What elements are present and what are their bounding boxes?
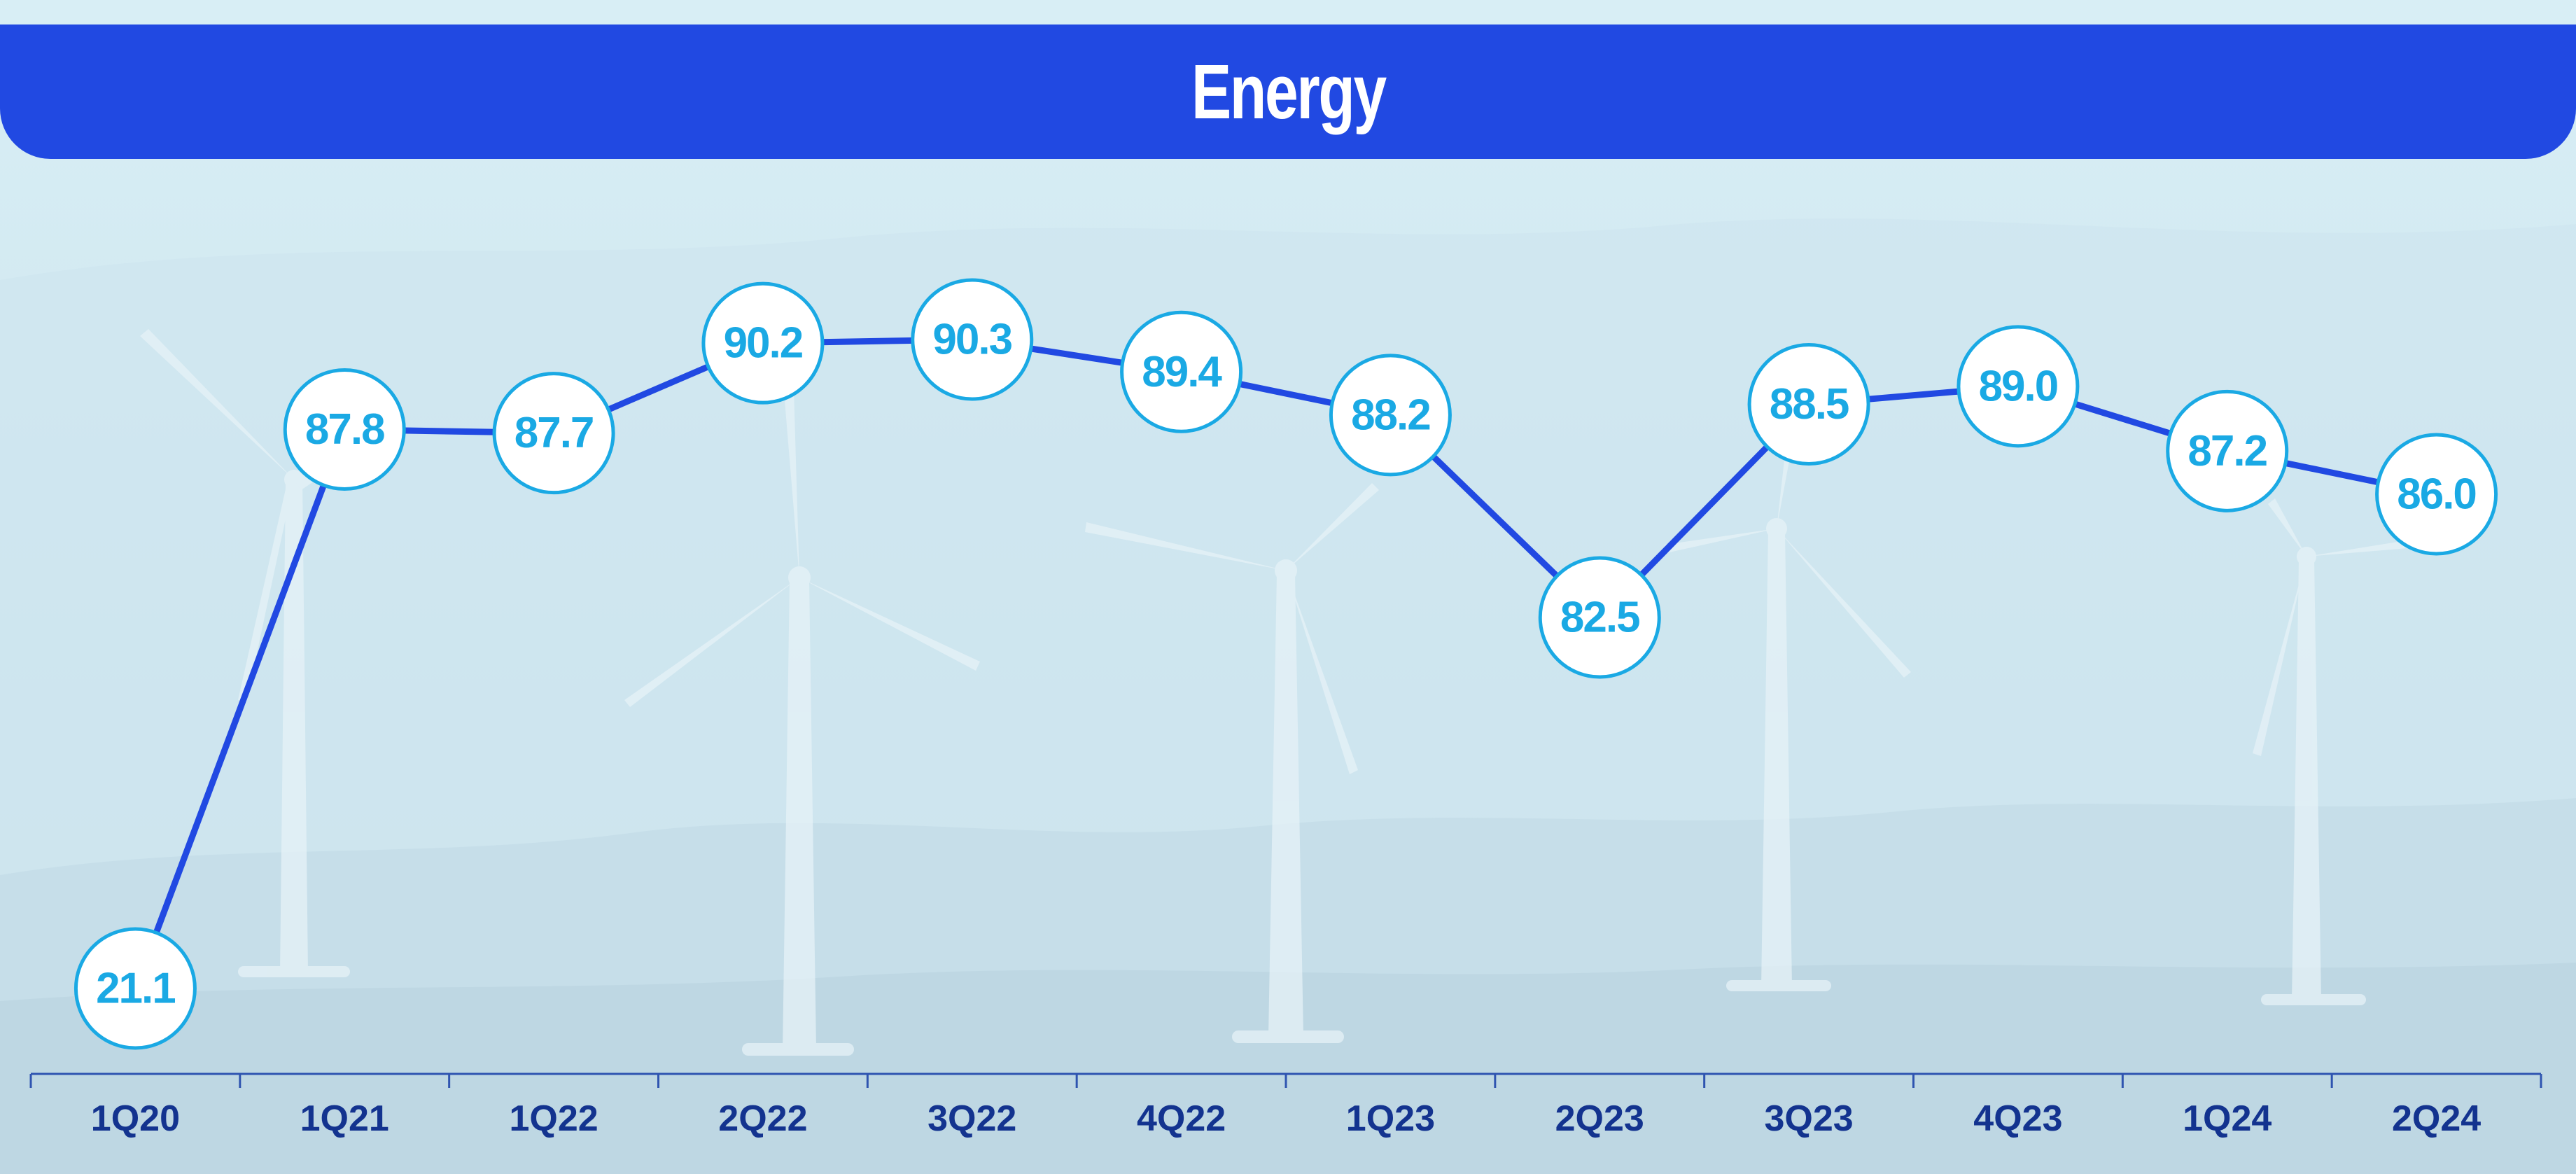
data-point-marker (2375, 433, 2498, 556)
wind-turbine-5 (2253, 498, 2416, 1005)
data-point: 88.5 (1747, 343, 1870, 466)
data-label: 89.0 (1979, 362, 2058, 410)
x-tick-label: 1Q21 (300, 1098, 389, 1139)
data-label: 87.7 (514, 409, 594, 457)
data-point: 89.0 (1956, 325, 2080, 448)
data-point: 82.5 (1538, 556, 1661, 679)
x-tick-label: 4Q23 (1973, 1098, 2062, 1139)
data-point: 87.2 (2166, 389, 2289, 512)
data-point: 87.8 (283, 368, 406, 491)
data-point: 21.1 (74, 927, 197, 1050)
data-point-marker (283, 368, 406, 491)
data-label: 90.2 (724, 319, 803, 368)
x-tick-label: 1Q23 (1346, 1098, 1435, 1139)
data-label: 88.5 (1770, 380, 1849, 428)
x-tick-label: 2Q24 (2392, 1098, 2481, 1139)
data-point-marker (701, 281, 825, 405)
data-label: 86.0 (2397, 470, 2476, 519)
x-tick-label: 3Q23 (1764, 1098, 1853, 1139)
data-markers: 21.1 87.8 87.7 90.2 90.3 89.4 88.2 82.5 88.5 89.0… (74, 278, 2498, 1050)
near-hills (0, 963, 2576, 1174)
data-point: 90.3 (911, 278, 1034, 401)
data-label: 82.5 (1560, 594, 1639, 642)
data-label: 87.8 (305, 405, 384, 454)
data-point-marker (2166, 389, 2289, 512)
chart-title: Energy (1191, 48, 1387, 135)
data-point-marker (1956, 325, 2080, 448)
x-tick-label: 1Q22 (509, 1098, 598, 1139)
data-point: 86.0 (2375, 433, 2498, 556)
header-banner: Energy (0, 25, 2576, 159)
data-point-marker (1538, 556, 1661, 679)
data-label: 90.3 (932, 316, 1011, 364)
data-point: 90.2 (701, 281, 825, 405)
data-point-marker (1747, 343, 1870, 466)
data-label: 21.1 (96, 965, 175, 1013)
x-tick-label: 2Q22 (718, 1098, 807, 1139)
x-tick-label: 1Q24 (2183, 1098, 2272, 1139)
data-point: 87.7 (492, 372, 615, 495)
data-point-marker (1329, 354, 1452, 477)
wind-turbine-2 (624, 391, 980, 1056)
data-point-marker (911, 278, 1034, 401)
data-point-marker (74, 927, 197, 1050)
data-label: 88.2 (1351, 391, 1430, 439)
data-label: 87.2 (2188, 427, 2267, 475)
x-tick-label: 4Q22 (1137, 1098, 1226, 1139)
x-tick-label: 3Q22 (927, 1098, 1016, 1139)
data-point: 88.2 (1329, 354, 1452, 477)
x-tick-label: 2Q23 (1555, 1098, 1644, 1139)
data-label: 89.4 (1142, 348, 1222, 396)
wind-turbine-3 (1085, 483, 1379, 1043)
data-point: 89.4 (1120, 310, 1243, 433)
x-axis (29, 1072, 2542, 1088)
data-point-marker (492, 372, 615, 495)
x-tick-labels: 1Q20 1Q21 1Q22 2Q22 3Q22 4Q22 1Q23 2Q23 3Q23 4Q23… (91, 1098, 2481, 1139)
data-point-marker (1120, 310, 1243, 433)
x-tick-label: 1Q20 (91, 1098, 180, 1139)
